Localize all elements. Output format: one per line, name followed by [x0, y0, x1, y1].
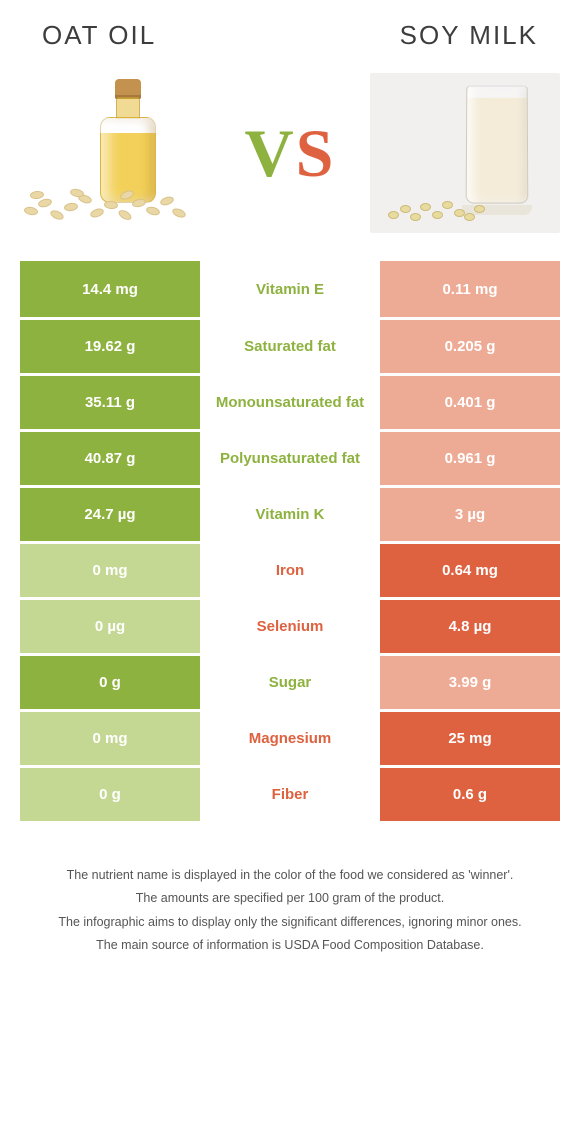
table-row: 14.4 mgVitamin E0.11 mg: [20, 261, 560, 317]
nutrient-cell: Sugar: [200, 653, 380, 709]
nutrient-cell: Selenium: [200, 597, 380, 653]
soy-milk-illustration: [370, 73, 560, 233]
table-row: 0 µgSelenium4.8 µg: [20, 597, 560, 653]
nutrient-cell: Vitamin K: [200, 485, 380, 541]
left-value-cell: 0 g: [20, 765, 200, 821]
oat-oil-illustration: [20, 73, 210, 233]
right-food-title: Soy milk: [400, 20, 538, 51]
left-value-cell: 0 µg: [20, 597, 200, 653]
vs-s: S: [296, 115, 336, 191]
nutrient-cell: Fiber: [200, 765, 380, 821]
table-row: 35.11 gMonounsaturated fat0.401 g: [20, 373, 560, 429]
vs-v: V: [245, 115, 296, 191]
right-value-cell: 4.8 µg: [380, 597, 560, 653]
table-row: 0 gFiber0.6 g: [20, 765, 560, 821]
table-row: 0 mgMagnesium25 mg: [20, 709, 560, 765]
hero-row: VS: [12, 73, 568, 233]
left-value-cell: 0 mg: [20, 541, 200, 597]
nutrient-cell: Polyunsaturated fat: [200, 429, 380, 485]
right-value-cell: 3.99 g: [380, 653, 560, 709]
left-value-cell: 0 mg: [20, 709, 200, 765]
vs-label: VS: [245, 114, 336, 193]
right-value-cell: 0.205 g: [380, 317, 560, 373]
infographic-root: Oat oil Soy milk VS: [0, 0, 580, 956]
nutrient-cell: Monounsaturated fat: [200, 373, 380, 429]
table-row: 0 gSugar3.99 g: [20, 653, 560, 709]
left-value-cell: 19.62 g: [20, 317, 200, 373]
right-value-cell: 0.64 mg: [380, 541, 560, 597]
table-row: 40.87 gPolyunsaturated fat0.961 g: [20, 429, 560, 485]
footnote-line: The main source of information is USDA F…: [22, 935, 558, 956]
right-value-cell: 25 mg: [380, 709, 560, 765]
right-value-cell: 3 µg: [380, 485, 560, 541]
left-food-title: Oat oil: [42, 20, 156, 51]
footnote-line: The infographic aims to display only the…: [22, 912, 558, 933]
right-food-image: [370, 73, 560, 233]
left-value-cell: 24.7 µg: [20, 485, 200, 541]
left-value-cell: 35.11 g: [20, 373, 200, 429]
right-value-cell: 0.11 mg: [380, 261, 560, 317]
table-row: 0 mgIron0.64 mg: [20, 541, 560, 597]
footnote-line: The amounts are specified per 100 gram o…: [22, 888, 558, 909]
comparison-table: 14.4 mgVitamin E0.11 mg19.62 gSaturated …: [20, 261, 560, 821]
nutrient-cell: Iron: [200, 541, 380, 597]
footnotes: The nutrient name is displayed in the co…: [12, 865, 568, 956]
footnote-line: The nutrient name is displayed in the co…: [22, 865, 558, 886]
left-food-image: [20, 73, 210, 233]
table-row: 19.62 gSaturated fat0.205 g: [20, 317, 560, 373]
left-value-cell: 0 g: [20, 653, 200, 709]
right-value-cell: 0.6 g: [380, 765, 560, 821]
right-value-cell: 0.961 g: [380, 429, 560, 485]
nutrient-cell: Saturated fat: [200, 317, 380, 373]
left-value-cell: 40.87 g: [20, 429, 200, 485]
table-row: 24.7 µgVitamin K3 µg: [20, 485, 560, 541]
right-value-cell: 0.401 g: [380, 373, 560, 429]
nutrient-cell: Vitamin E: [200, 261, 380, 317]
title-row: Oat oil Soy milk: [12, 20, 568, 51]
left-value-cell: 14.4 mg: [20, 261, 200, 317]
nutrient-cell: Magnesium: [200, 709, 380, 765]
